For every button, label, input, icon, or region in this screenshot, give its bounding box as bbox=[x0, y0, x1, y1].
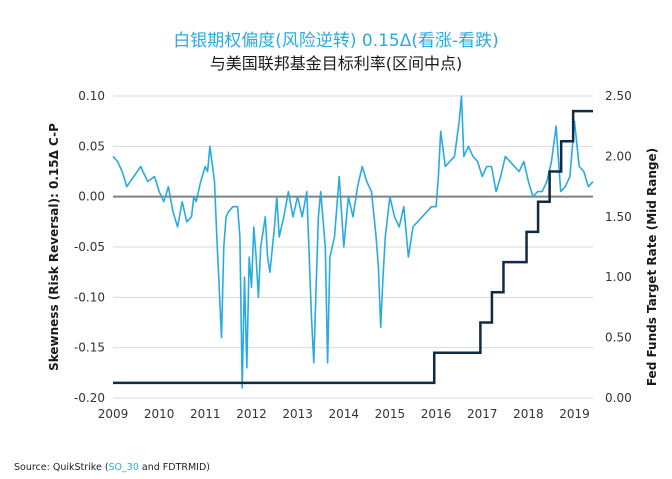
x-tick-label: 2013 bbox=[282, 407, 313, 421]
y2-tick-label: 2.50 bbox=[605, 89, 632, 103]
chart-title: 白银期权偏度(风险逆转) 0.15Δ(看涨-看跌) bbox=[173, 31, 499, 51]
y2-tick-label: 0.50 bbox=[605, 331, 632, 345]
x-tick-label: 2012 bbox=[236, 407, 267, 421]
source-note: Source: QuikStrike (SO_30 and FDTRMID) bbox=[14, 462, 210, 473]
x-tick-label: 2015 bbox=[375, 407, 406, 421]
y-tick-label: -0.15 bbox=[74, 341, 105, 355]
y-tick-label: -0.05 bbox=[74, 240, 105, 254]
y2-tick-label: 2.00 bbox=[605, 149, 632, 163]
x-tick-label: 2014 bbox=[328, 407, 359, 421]
y-tick-label: 0.10 bbox=[78, 89, 105, 103]
y-axis-label: Skewness (Risk Reversal): 0.15Δ C-P bbox=[47, 123, 61, 371]
y2-tick-label: 0.00 bbox=[605, 391, 632, 405]
y2-tick-label: 1.50 bbox=[605, 210, 632, 224]
x-tick-label: 2018 bbox=[513, 407, 544, 421]
y2-axis-label: Fed Funds Target Rate (Mid Range) bbox=[645, 148, 659, 386]
y-tick-label: -0.20 bbox=[74, 391, 105, 405]
x-tick-label: 2016 bbox=[421, 407, 452, 421]
source-prefix: Source: QuikStrike ( bbox=[14, 462, 109, 473]
x-tick-label: 2009 bbox=[98, 407, 129, 421]
x-tick-label: 2011 bbox=[190, 407, 221, 421]
x-tick-label: 2019 bbox=[559, 407, 590, 421]
y-tick-label: 0.00 bbox=[78, 190, 105, 204]
y-tick-label: -0.10 bbox=[74, 290, 105, 304]
chart-subtitle: 与美国联邦基金目标利率(区间中点) bbox=[209, 54, 463, 73]
x-tick-label: 2010 bbox=[144, 407, 175, 421]
y-tick-label: 0.05 bbox=[78, 139, 105, 153]
source-suffix: and FDTRMID) bbox=[138, 462, 211, 473]
fed-funds-step-line bbox=[113, 109, 593, 385]
source-highlight[interactable]: SO_30 bbox=[108, 462, 139, 473]
skewness-line bbox=[112, 95, 594, 389]
y2-tick-label: 1.00 bbox=[605, 270, 632, 284]
x-tick-label: 2017 bbox=[467, 407, 498, 421]
